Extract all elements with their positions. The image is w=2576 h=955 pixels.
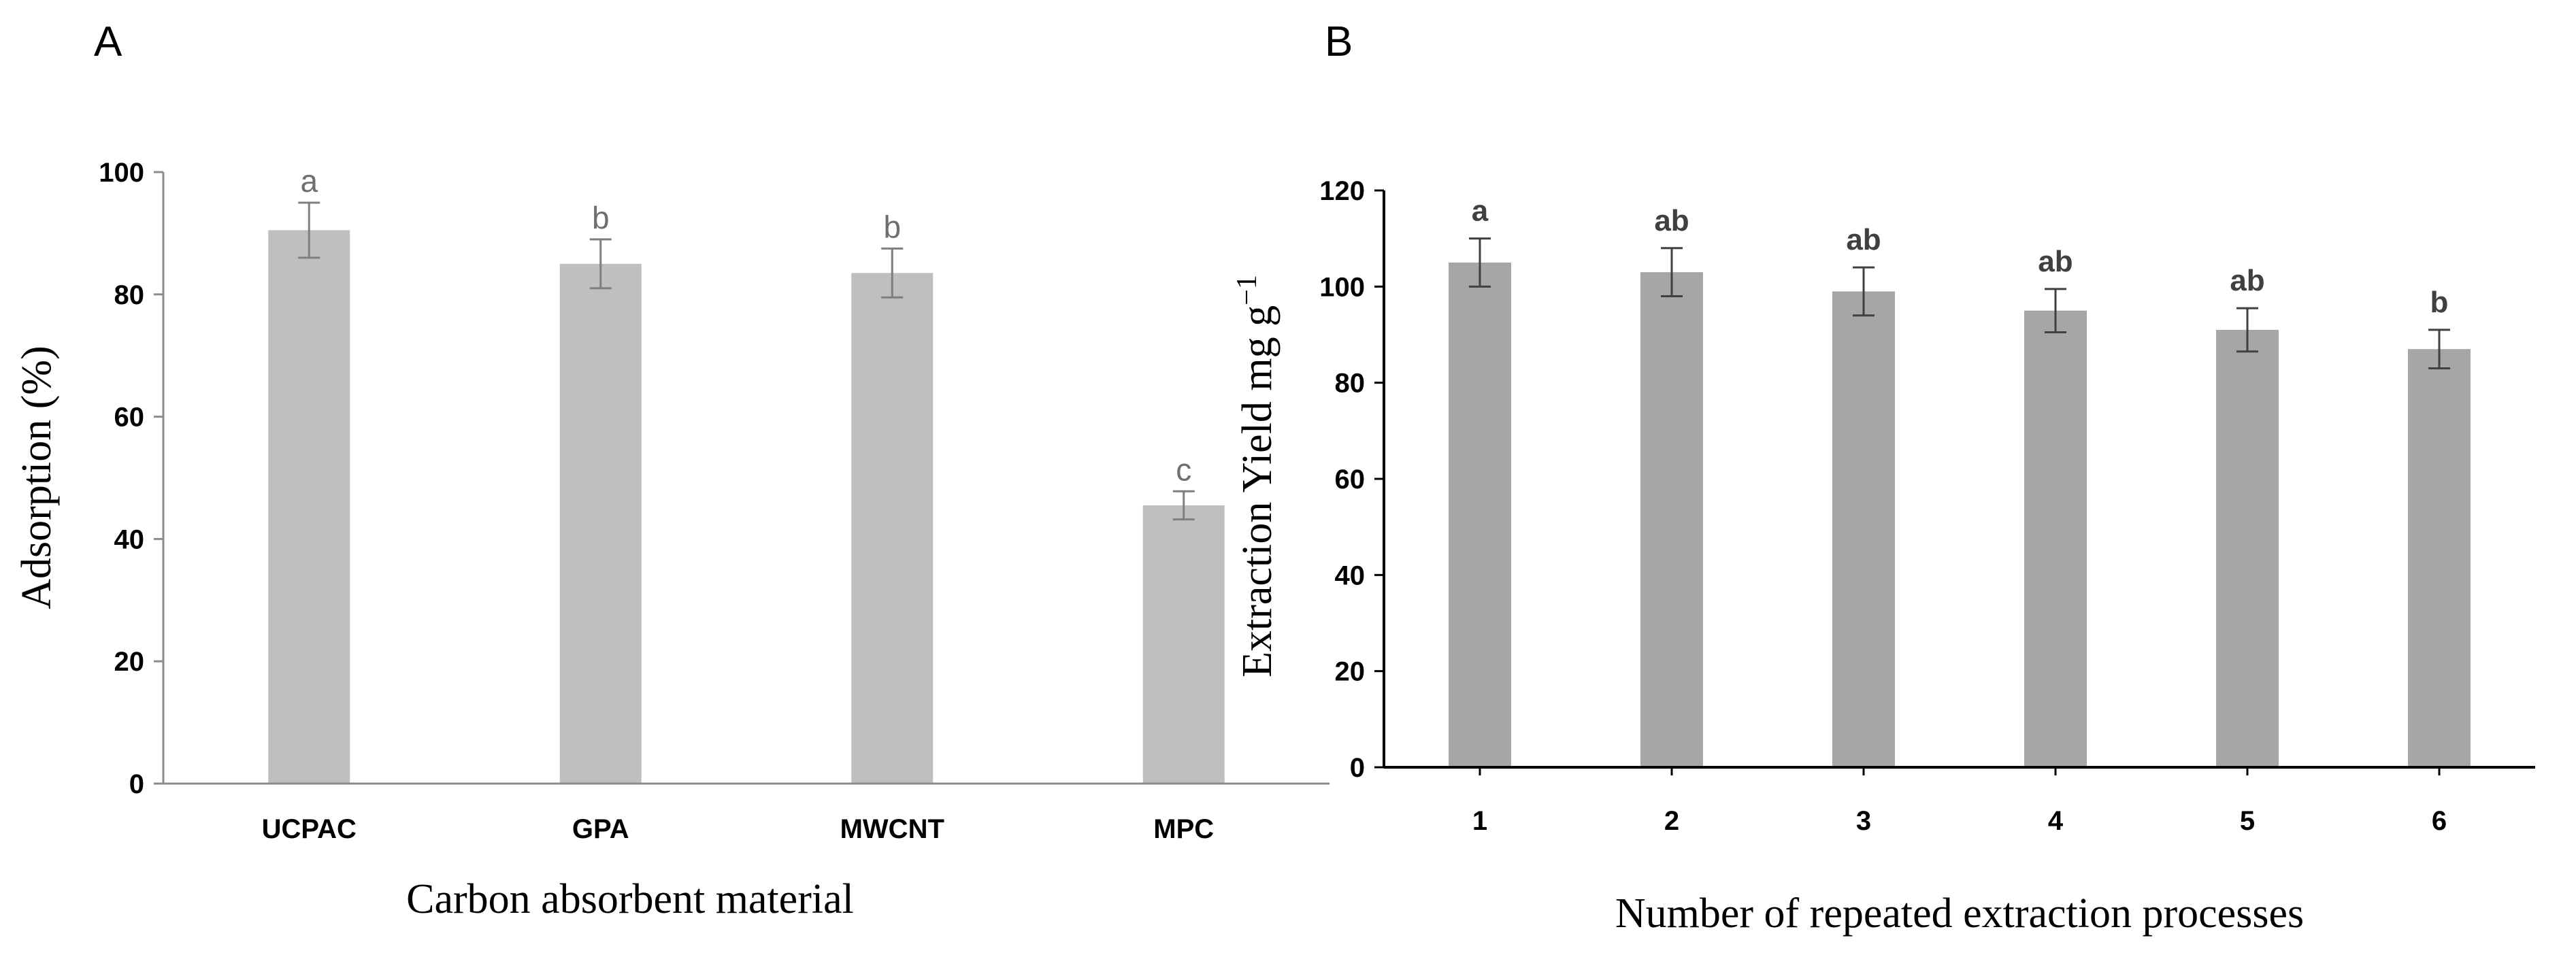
x-tick-label-mwcnt: MWCNT (840, 814, 944, 844)
significance-label-5: ab (2230, 264, 2264, 297)
chart-a-y-ticks: 0 20 40 60 80 100 (99, 158, 163, 799)
x-tick-label-ucpac: UCPAC (262, 814, 357, 844)
error-bar-5 (2236, 307, 2258, 353)
y-tick-label: 100 (1319, 272, 1365, 302)
y-tick-label: 40 (114, 524, 145, 554)
chart-b-y-axis-title: Extraction Yield mg g−1 (1232, 275, 1281, 677)
x-tick-label-1: 1 (1472, 806, 1487, 836)
significance-label-2: ab (1654, 204, 1689, 237)
y-tick-label: 0 (1350, 753, 1365, 783)
bar-2 (1640, 272, 1703, 768)
significance-label-mpc: c (1176, 452, 1191, 487)
chart-b-x-axis-title: Number of repeated extraction processes (1615, 890, 2304, 937)
bar-6 (2408, 349, 2471, 767)
x-tick-label-5: 5 (2240, 806, 2255, 836)
error-bar-mwcnt (881, 247, 904, 299)
bar-mwcnt (851, 273, 934, 784)
x-tick-label-gpa: GPA (572, 814, 629, 844)
y-tick-label: 60 (1335, 465, 1366, 495)
chart-a-x-axis-title: Carbon absorbent material (406, 876, 854, 922)
error-bar-mpc (1172, 490, 1195, 521)
error-bar-2 (1661, 247, 1683, 297)
error-bar-4 (2045, 288, 2066, 333)
chart-b-x-ticks: 1 2 3 4 5 6 (1472, 767, 2447, 836)
error-bar-3 (1853, 266, 1875, 317)
chart-a-bars (268, 230, 1225, 784)
error-bar-1 (1469, 237, 1491, 288)
bar-1 (1449, 263, 1511, 767)
chart-a-y-axis-title: Adsorption (%) (14, 346, 60, 609)
y-tick-label: 0 (129, 769, 144, 799)
chart-a-error-bars (298, 201, 1195, 521)
significance-label-6: b (2430, 286, 2449, 319)
x-tick-label-2: 2 (1664, 806, 1679, 836)
significance-label-3: ab (1846, 223, 1881, 256)
chart-a-significance-labels: a b b c (300, 163, 1191, 487)
significance-label-4: ab (2038, 245, 2073, 278)
chart-a-x-ticks: UCPAC GPA MWCNT MPC (262, 814, 1215, 844)
y-tick-label: 80 (1335, 369, 1366, 399)
chart-b-significance-labels: a ab ab ab ab b (1472, 195, 2449, 319)
bar-5 (2216, 329, 2279, 767)
chart-b-y-axis-title-superscript: −1 (1232, 275, 1263, 305)
x-tick-label-3: 3 (1856, 806, 1871, 836)
panel-label-b: B (1325, 18, 1353, 65)
y-tick-label: 20 (1335, 657, 1366, 687)
y-tick-label: 20 (114, 647, 145, 677)
x-tick-label-mpc: MPC (1153, 814, 1214, 844)
error-bar-gpa (589, 238, 612, 290)
chart-b-error-bars (1469, 237, 2450, 369)
bar-gpa (559, 263, 642, 784)
significance-label-ucpac: a (300, 163, 318, 199)
y-tick-label: 120 (1319, 176, 1365, 206)
error-bar-6 (2428, 329, 2450, 369)
error-bar-ucpac (298, 201, 320, 259)
chart-b-bars (1449, 263, 2471, 768)
y-tick-label: 80 (114, 280, 145, 310)
x-tick-label-6: 6 (2432, 806, 2447, 836)
chart-b: B a ab ab ab ab b 0 20 40 60 80 100 120 1 2 3 4 5 6 Extr… (1232, 18, 2535, 937)
x-tick-label-4: 4 (2048, 806, 2064, 836)
y-tick-label: 40 (1335, 560, 1366, 590)
significance-label-gpa: b (592, 200, 610, 235)
bar-ucpac (268, 230, 350, 784)
chart-b-y-ticks: 0 20 40 60 80 100 120 (1319, 176, 1384, 783)
chart-a: A a b b c 0 20 40 60 80 100 UCPAC GPA MWCNT MPC Ads… (14, 18, 1330, 922)
bar-mpc (1142, 505, 1225, 784)
significance-label-1: a (1472, 195, 1489, 228)
bar-4 (2024, 310, 2087, 768)
bar-3 (1832, 291, 1895, 767)
y-tick-label: 60 (114, 403, 145, 433)
significance-label-mwcnt: b (883, 209, 901, 244)
chart-b-y-axis-title-text: Extraction Yield mg g (1234, 305, 1281, 677)
y-tick-label: 100 (99, 158, 144, 188)
panel-label-a: A (94, 18, 122, 65)
